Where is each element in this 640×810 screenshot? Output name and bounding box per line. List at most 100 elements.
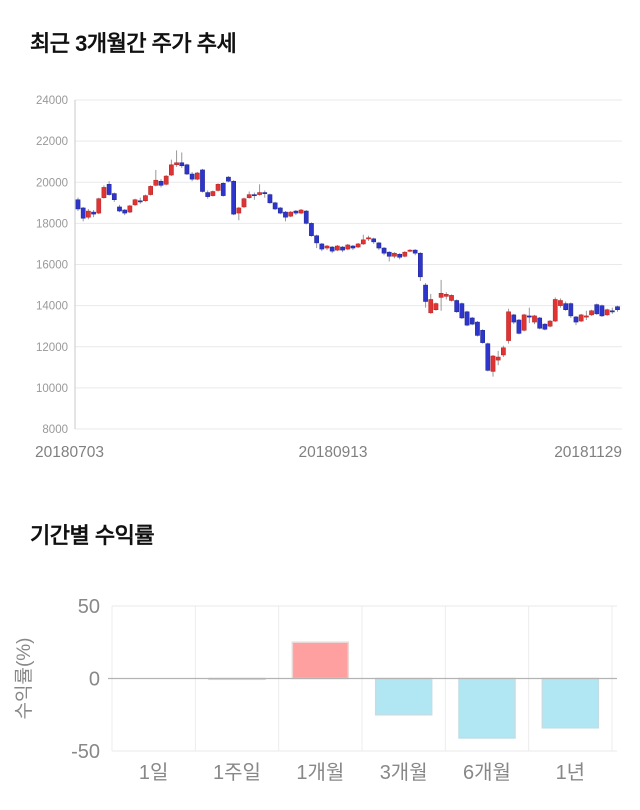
candle-down bbox=[231, 180, 236, 215]
price-y-tick-label: 12000 bbox=[36, 342, 68, 354]
candle-down bbox=[563, 303, 568, 310]
candle-up bbox=[392, 252, 397, 257]
candle-down bbox=[376, 242, 382, 249]
candle-up bbox=[547, 320, 553, 327]
return-y-tick-label: 0 bbox=[89, 669, 100, 691]
return-category-label: 1주일 bbox=[213, 761, 261, 784]
return-category-label: 1개월 bbox=[296, 761, 344, 784]
candle-down bbox=[480, 330, 485, 343]
candle-up bbox=[169, 164, 174, 176]
candle-up bbox=[148, 186, 153, 195]
candle-up bbox=[298, 209, 304, 214]
candle-down bbox=[469, 317, 475, 325]
candle-down bbox=[80, 207, 86, 219]
candle-up bbox=[521, 314, 527, 331]
candle-down bbox=[226, 176, 231, 182]
return-bar-negative bbox=[541, 677, 600, 729]
candle-down bbox=[137, 200, 143, 203]
candle-down bbox=[542, 323, 548, 330]
candle-up bbox=[438, 293, 444, 298]
price-x-label-start: 20180703 bbox=[35, 444, 104, 461]
candle-down bbox=[475, 321, 480, 336]
return-category-label: 1년 bbox=[556, 761, 586, 784]
candle-down bbox=[526, 315, 532, 318]
candle-down bbox=[272, 202, 278, 210]
candle-up bbox=[558, 300, 563, 306]
candle-down bbox=[189, 173, 195, 180]
candle-up bbox=[366, 237, 371, 240]
candle-up bbox=[132, 199, 138, 206]
price-y-tick-label: 8000 bbox=[42, 424, 68, 436]
candle-up bbox=[101, 187, 107, 198]
candle-up bbox=[236, 207, 242, 214]
candle-down bbox=[314, 235, 319, 244]
return-bar-negative bbox=[374, 677, 433, 716]
period-return-bar-chart: 50 0 -50 1일 1주일 1개월 3개월 6개월 1년 수익률(%) bbox=[13, 596, 617, 784]
candle-up bbox=[501, 347, 506, 356]
price-y-tick-label: 22000 bbox=[36, 136, 68, 148]
candle-up bbox=[407, 249, 413, 252]
candle-down bbox=[423, 284, 428, 302]
candle-down bbox=[184, 164, 190, 175]
candle-up bbox=[163, 175, 169, 185]
candle-down bbox=[454, 300, 460, 313]
candle-up bbox=[433, 303, 439, 310]
price-y-tick-label: 16000 bbox=[36, 260, 68, 272]
candle-up bbox=[246, 194, 252, 198]
candle-up bbox=[174, 162, 179, 166]
candle-up bbox=[490, 355, 496, 372]
candle-down bbox=[516, 319, 522, 334]
candle-down bbox=[329, 246, 335, 252]
candle-down bbox=[158, 180, 164, 186]
candle-up bbox=[443, 294, 449, 297]
candle-up bbox=[143, 195, 148, 202]
candle-down bbox=[386, 251, 392, 257]
candle-down bbox=[122, 209, 128, 214]
candle-up bbox=[86, 210, 91, 218]
candle-down bbox=[293, 210, 299, 214]
candle-down bbox=[220, 183, 226, 196]
candle-up bbox=[495, 356, 501, 361]
candle-down bbox=[277, 207, 283, 214]
candle-down bbox=[418, 252, 423, 278]
candle-up bbox=[345, 244, 351, 250]
candle-up bbox=[428, 299, 434, 314]
candle-down bbox=[381, 247, 387, 254]
candle-up bbox=[96, 198, 102, 214]
return-bar-positive bbox=[291, 641, 350, 680]
candle-down bbox=[485, 343, 491, 371]
candle-down bbox=[464, 311, 470, 326]
candle-down bbox=[309, 223, 314, 236]
price-y-tick-label: 18000 bbox=[36, 218, 68, 230]
candle-down bbox=[75, 199, 81, 210]
candle-up bbox=[584, 315, 589, 318]
candle-up bbox=[578, 314, 584, 322]
candle-up bbox=[127, 205, 133, 213]
candle-down bbox=[397, 253, 402, 258]
candle-down bbox=[283, 211, 288, 218]
candle-down bbox=[111, 193, 117, 200]
candle-up bbox=[449, 295, 454, 301]
price-x-label-middle: 20180913 bbox=[299, 444, 368, 461]
candle-down bbox=[371, 238, 377, 243]
candle-down bbox=[615, 306, 620, 310]
candle-down bbox=[267, 194, 273, 204]
candle-down bbox=[412, 249, 418, 254]
price-y-tick-label: 20000 bbox=[36, 177, 68, 189]
candle-up bbox=[589, 310, 594, 316]
candle-down bbox=[91, 211, 96, 215]
candle-down bbox=[459, 303, 465, 319]
period-return-title: 기간별 수익률 bbox=[30, 523, 155, 548]
candle-up bbox=[552, 299, 558, 322]
candle-down bbox=[319, 243, 325, 250]
candle-down bbox=[537, 317, 543, 329]
candle-up bbox=[335, 245, 340, 251]
return-category-label: 1일 bbox=[139, 761, 169, 784]
candle-down bbox=[303, 210, 309, 224]
price-trend-title: 최근 3개월간 주가 추세 bbox=[30, 31, 237, 56]
candle-down bbox=[179, 162, 185, 167]
candle-up bbox=[215, 184, 221, 191]
return-y-tick-label: 50 bbox=[78, 596, 100, 618]
candle-down bbox=[511, 314, 517, 323]
candle-down bbox=[252, 194, 257, 197]
